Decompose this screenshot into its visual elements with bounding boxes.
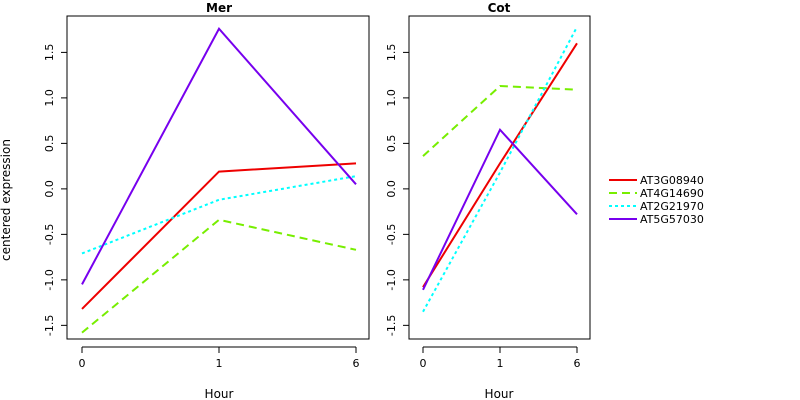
plot-frame [66,15,370,340]
legend-label: AT5G57030 [640,213,704,226]
legend-label: AT4G14690 [640,187,704,200]
panel-title: Cot [488,1,511,15]
x-axis: 0 1 6 [79,346,360,370]
x-axis: 0 1 6 [420,346,581,370]
y-tick-label: -1.5 [43,315,56,336]
y-axis: -1.5 -1.0 -0.5 0.0 0.5 1.0 1.5 [43,44,68,336]
series-line-at2g21970 [422,26,578,313]
legend-item: AT5G57030 [609,213,704,226]
y-tick-label: 0.5 [385,135,398,153]
panel-cot: Cot Hour -1.5 -1.0 -0.5 0.0 0.5 1.0 1.5 0 1 6 [385,1,591,400]
series-line-at4g14690 [81,218,357,334]
legend-label: AT2G21970 [640,200,704,213]
y-tick-label: 0.5 [43,135,56,153]
series-line-at4g14690 [422,85,578,157]
y-tick-label: -1.0 [43,269,56,290]
series-line-at2g21970 [81,175,357,255]
y-tick-label: -0.5 [43,224,56,245]
x-tick-label: 1 [497,357,504,370]
x-tick-label: 0 [420,357,427,370]
panel-title: Mer [206,1,232,15]
y-tick-label: -0.5 [385,224,398,245]
series-line-at3g08940 [81,162,357,310]
y-tick-label: 0.0 [385,180,398,198]
legend-item: AT2G21970 [609,200,704,213]
y-tick-label: 0.0 [43,180,56,198]
series-line-at5g57030 [422,127,578,291]
x-tick-label: 1 [216,357,223,370]
panel-mer: Mer Hour -1.5 -1.0 -0.5 0.0 0.5 1.0 1.5 0 1 6 [43,1,370,400]
legend-item: AT4G14690 [609,187,704,200]
x-tick-label: 6 [353,357,360,370]
y-tick-label: 1.5 [385,44,398,62]
y-tick-label: -1.0 [385,269,398,290]
y-tick-label: -1.5 [385,315,398,336]
legend-label: AT3G08940 [640,174,704,187]
y-tick-label: 1.5 [43,44,56,62]
y-axis: -1.5 -1.0 -0.5 0.0 0.5 1.0 1.5 [385,44,410,336]
x-tick-label: 0 [79,357,86,370]
x-tick-label: 6 [574,357,581,370]
y-axis-label: centered expression [0,139,13,261]
y-tick-label: 1.0 [43,89,56,107]
series-line-at5g57030 [81,26,357,285]
series-line-at3g08940 [422,42,578,288]
x-axis-label: Hour [205,387,234,400]
x-axis-label: Hour [485,387,514,400]
y-tick-label: 1.0 [385,89,398,107]
legend-item: AT3G08940 [609,174,704,187]
